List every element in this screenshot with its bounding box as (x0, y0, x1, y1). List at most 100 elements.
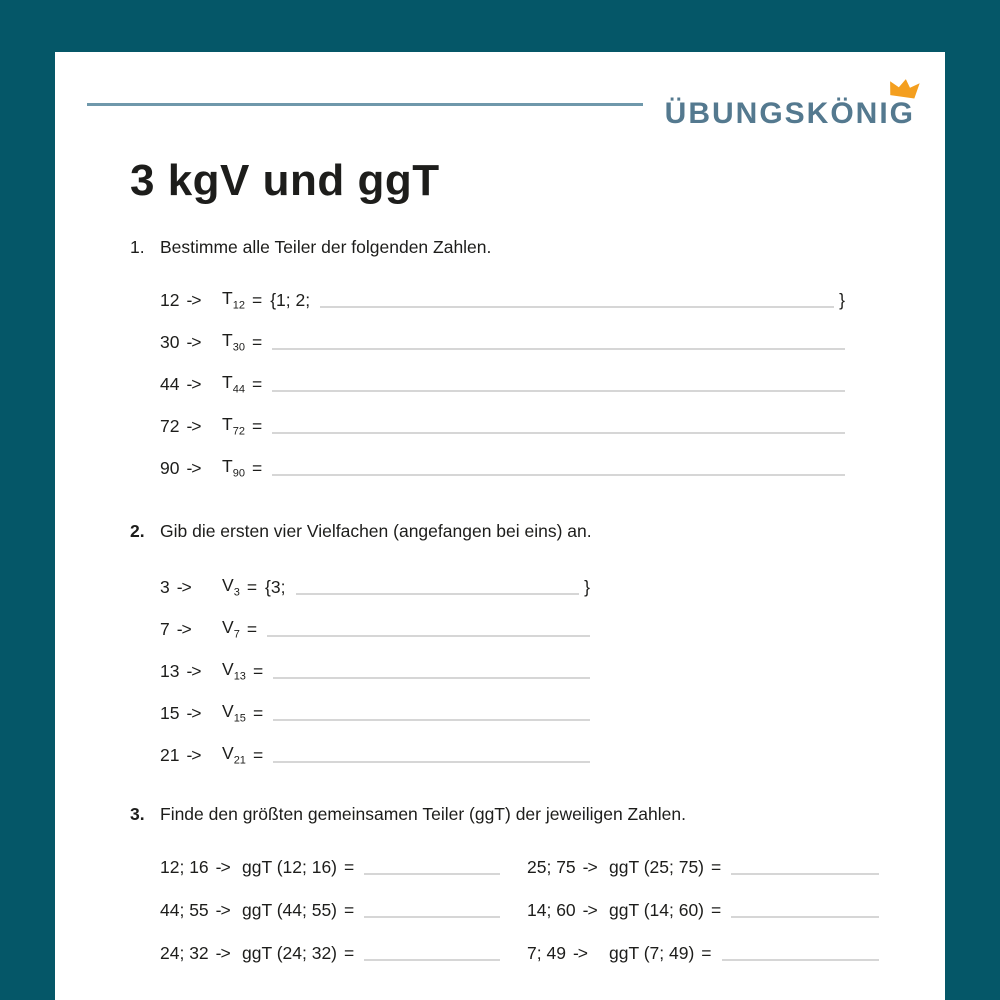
answer-line (295, 593, 580, 595)
arrow: -> (186, 458, 201, 478)
worksheet-row: 3 -> V3 = {3; } (160, 574, 590, 598)
arrow: -> (186, 416, 201, 436)
ggt-expression: ggT (14; 60) (609, 900, 705, 920)
arrow: -> (572, 943, 588, 963)
row-number: 30 (160, 332, 180, 352)
arrow: -> (186, 332, 201, 352)
set-label: V3 (222, 574, 240, 598)
answer-line (731, 873, 879, 875)
row-number: 12 (160, 290, 180, 310)
worksheet-row: 12; 16 -> ggT (12; 16) = (160, 856, 500, 878)
ggt-expression: ggT (44; 55) (242, 900, 338, 920)
ggt-expression: ggT (7; 49) (609, 943, 695, 963)
number-arrow-group: 12; 16 -> (160, 856, 242, 878)
equals-sign: = (251, 290, 263, 310)
number-arrow-group: 12 -> (160, 289, 222, 311)
arrow: -> (186, 661, 201, 681)
crown-icon (890, 79, 920, 99)
worksheet-row: 7 -> V7 = (160, 617, 590, 640)
row-number: 44 (160, 374, 180, 394)
row-number: 3 (160, 577, 170, 597)
equals-sign: = (711, 900, 722, 920)
arrow: -> (215, 900, 231, 920)
answer-line (272, 390, 845, 392)
equals-sign: = (344, 900, 355, 920)
arrow: -> (186, 703, 201, 723)
task1-number: 1. (130, 237, 145, 257)
task2-instruction: Gib die ersten vier Vielfachen (angefang… (160, 521, 592, 541)
answer-line (267, 635, 590, 637)
number-pair: 24; 32 (160, 943, 209, 963)
worksheet-row: 90 -> T90 = (160, 456, 845, 479)
worksheet-row: 7; 49 -> ggT (7; 49) = (527, 942, 879, 964)
row-number: 21 (160, 745, 180, 765)
answer-line (364, 959, 500, 961)
set-open-brace: {3; (265, 577, 286, 597)
answer-line (272, 432, 845, 434)
set-open-brace: {1; 2; (270, 290, 311, 310)
equals-sign: = (711, 857, 722, 877)
ggt-expression: ggT (12; 16) (242, 857, 338, 877)
task1-rows: 12 -> T12 = {1; 2; } 30 -> T30 = 44 -> T… (160, 287, 845, 499)
answer-line (272, 348, 845, 350)
set-label: V13 (222, 658, 246, 682)
task3-instruction: Finde den größten gemeinsamen Teiler (gg… (160, 804, 686, 824)
row-number: 7 (160, 619, 170, 639)
row-number: 90 (160, 458, 180, 478)
equals-sign: = (701, 943, 712, 963)
arrow: -> (176, 619, 192, 639)
number-pair: 44; 55 (160, 900, 209, 920)
number-arrow-group: 90 -> (160, 457, 222, 479)
task1-instruction: Bestimme alle Teiler der folgenden Zahle… (160, 237, 492, 257)
worksheet-row: 30 -> T30 = (160, 329, 845, 353)
worksheet-row: 44; 55 -> ggT (44; 55) = (160, 899, 500, 921)
number-arrow-group: 24; 32 -> (160, 942, 242, 964)
task3-rows: 12; 16 -> ggT (12; 16) = 25; 75 -> ggT (… (160, 856, 879, 964)
set-label: T12 (222, 287, 245, 311)
ggt-expression: ggT (24; 32) (242, 943, 338, 963)
number-arrow-group: 72 -> (160, 415, 222, 437)
number-pair: 7; 49 (527, 943, 566, 963)
worksheet-row: 12 -> T12 = {1; 2; } (160, 287, 845, 311)
set-close-brace: } (839, 290, 845, 310)
set-label: T72 (222, 413, 245, 437)
row-number: 13 (160, 661, 180, 681)
arrow: -> (176, 577, 192, 597)
equals-sign: = (251, 416, 263, 436)
equals-sign: = (251, 332, 263, 352)
worksheet-row: 44 -> T44 = (160, 371, 845, 395)
number-arrow-group: 14; 60 -> (527, 899, 609, 921)
set-label: V15 (222, 700, 246, 724)
logo-wordmark: ÜBUNGSKÖNIG (664, 97, 915, 130)
equals-sign: = (344, 857, 355, 877)
row-number: 72 (160, 416, 180, 436)
set-close-brace: } (584, 577, 590, 597)
arrow: -> (582, 900, 598, 920)
answer-line (364, 916, 500, 918)
number-arrow-group: 3 -> (160, 576, 222, 598)
page-title: 3 kgV und ggT (130, 156, 440, 205)
set-label: T30 (222, 329, 245, 353)
task2-number: 2. (130, 521, 145, 541)
answer-line (320, 306, 835, 308)
equals-sign: = (252, 703, 264, 723)
ggt-expression: ggT (25; 75) (609, 857, 705, 877)
answer-line (272, 474, 845, 476)
worksheet-row: 72 -> T72 = (160, 413, 845, 437)
equals-sign: = (252, 661, 264, 681)
worksheet-row: 15 -> V15 = (160, 700, 590, 724)
number-arrow-group: 21 -> (160, 744, 222, 766)
answer-line (273, 677, 590, 679)
header-rule (87, 103, 643, 106)
arrow: -> (186, 745, 201, 765)
set-label: V21 (222, 742, 246, 766)
set-label: T44 (222, 371, 245, 395)
arrow: -> (582, 857, 598, 877)
task2-rows: 3 -> V3 = {3; } 7 -> V7 = 13 -> V13 = 15 (160, 574, 590, 786)
number-arrow-group: 7 -> (160, 618, 222, 640)
number-arrow-group: 44; 55 -> (160, 899, 242, 921)
equals-sign: = (252, 745, 264, 765)
answer-line (731, 916, 879, 918)
worksheet-row: 14; 60 -> ggT (14; 60) = (527, 899, 879, 921)
arrow: -> (215, 857, 231, 877)
